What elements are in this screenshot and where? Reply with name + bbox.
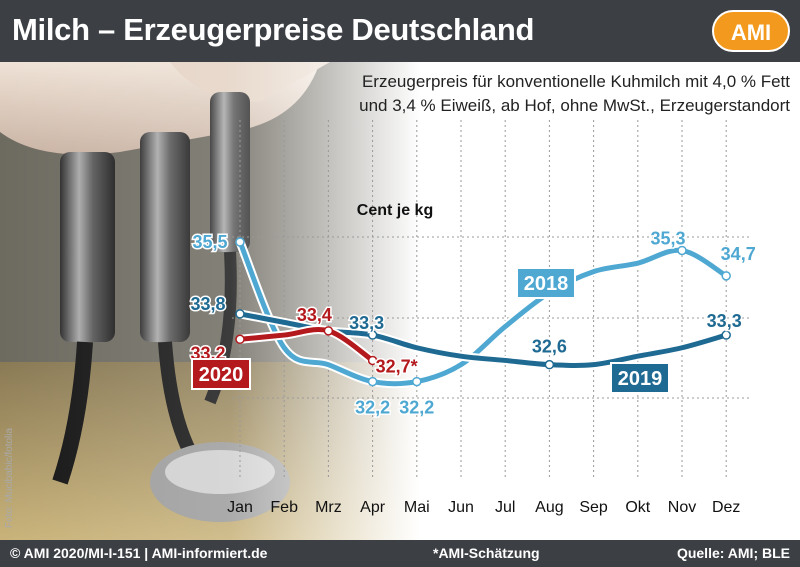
- point-2020: [235, 334, 245, 345]
- series-points: [235, 237, 731, 387]
- x-tick-label: Mrz: [315, 499, 342, 516]
- ami-logo: AMI: [712, 10, 790, 52]
- x-tick-label: Nov: [668, 499, 696, 516]
- x-tick-label: Jul: [495, 499, 515, 516]
- unit-label: Cent je kg: [357, 202, 433, 219]
- data-label-2018: 32,2: [399, 398, 434, 418]
- data-label-2018: 32,2: [355, 398, 390, 418]
- footer-note: *AMI-Schätzung: [433, 545, 540, 561]
- x-tick-label: Feb: [270, 499, 298, 516]
- x-tick-label: Okt: [625, 499, 650, 516]
- point-2018: [367, 376, 378, 387]
- x-tick-label: Dez: [712, 499, 740, 516]
- data-label-2019: 33,3: [707, 311, 742, 331]
- point-2019: [721, 330, 731, 340]
- chart-subtitle: Erzeugerpreis für konventionelle Kuhmilc…: [210, 70, 790, 118]
- footer-source: Quelle: AMI; BLE: [676, 545, 790, 561]
- data-label-2018: 34,7: [721, 244, 756, 264]
- point-2020: [323, 326, 334, 336]
- point-2018: [412, 376, 422, 387]
- x-tick-label: Sep: [579, 499, 608, 516]
- point-2018: [235, 237, 245, 247]
- point-2019: [235, 309, 245, 319]
- x-tick-label: Jun: [448, 499, 474, 516]
- data-label-2019: 33,3: [349, 313, 384, 333]
- legend-box-2018: [516, 267, 576, 299]
- data-label-2019: 33,8: [190, 294, 225, 314]
- legend-label-2020: 2020: [199, 364, 244, 386]
- point-2019: [367, 330, 378, 340]
- subtitle-line-1: Erzeugerpreis für konventionelle Kuhmilc…: [361, 72, 790, 91]
- header-bar: Milch – Erzeugerpreise Deutschland AMI: [0, 0, 800, 62]
- price-chart: Cent je kg 35,5 32,2 32,2 35,3 34,7 33,8 33,3 3…: [189, 120, 757, 516]
- footer-bar: © AMI 2020/MI-I-151 | AMI-informiert.de …: [0, 540, 800, 567]
- x-tick-label: Mai: [404, 499, 430, 516]
- data-label-2020: 33,4: [297, 305, 332, 325]
- point-2018: [677, 245, 687, 256]
- milking-photo: [0, 62, 420, 540]
- legend-box-2020: [191, 358, 251, 390]
- x-tick-label: Aug: [535, 499, 563, 516]
- x-axis-labels: Jan Feb Mrz Apr Mai Jun Jul Aug Sep Okt Nov Dez: [227, 499, 740, 516]
- data-label-2019: 32,6: [532, 337, 567, 357]
- value-labels: 35,532,2 32,235,334,733,833,332,633,333,2…: [189, 227, 757, 419]
- footer-copyright: © AMI 2020/MI-I-151 | AMI-informiert.de: [10, 545, 268, 561]
- page-title: Milch – Erzeugerpreise Deutschland: [12, 12, 535, 47]
- legend-label-2018: 2018: [524, 273, 569, 295]
- legend-label-2019: 2019: [618, 368, 663, 390]
- x-tick-label: Apr: [360, 499, 386, 516]
- data-label-2018: 35,5: [192, 232, 227, 252]
- series-legend: 2018 2019 2020: [191, 267, 670, 394]
- point-2018: [721, 271, 731, 281]
- data-label-2020: 32,7*: [376, 356, 418, 376]
- point-2019: [544, 359, 555, 370]
- point-2020: [367, 355, 378, 366]
- data-label-2018: 35,3: [650, 228, 685, 248]
- subtitle-line-2: und 3,4 % Eiweiß, ab Hof, ohne MwSt., Er…: [359, 96, 790, 115]
- legend-box-2019: [610, 362, 670, 394]
- x-tick-label: Jan: [227, 499, 253, 516]
- chart-grid: [232, 120, 750, 478]
- line-2020: [237, 327, 376, 363]
